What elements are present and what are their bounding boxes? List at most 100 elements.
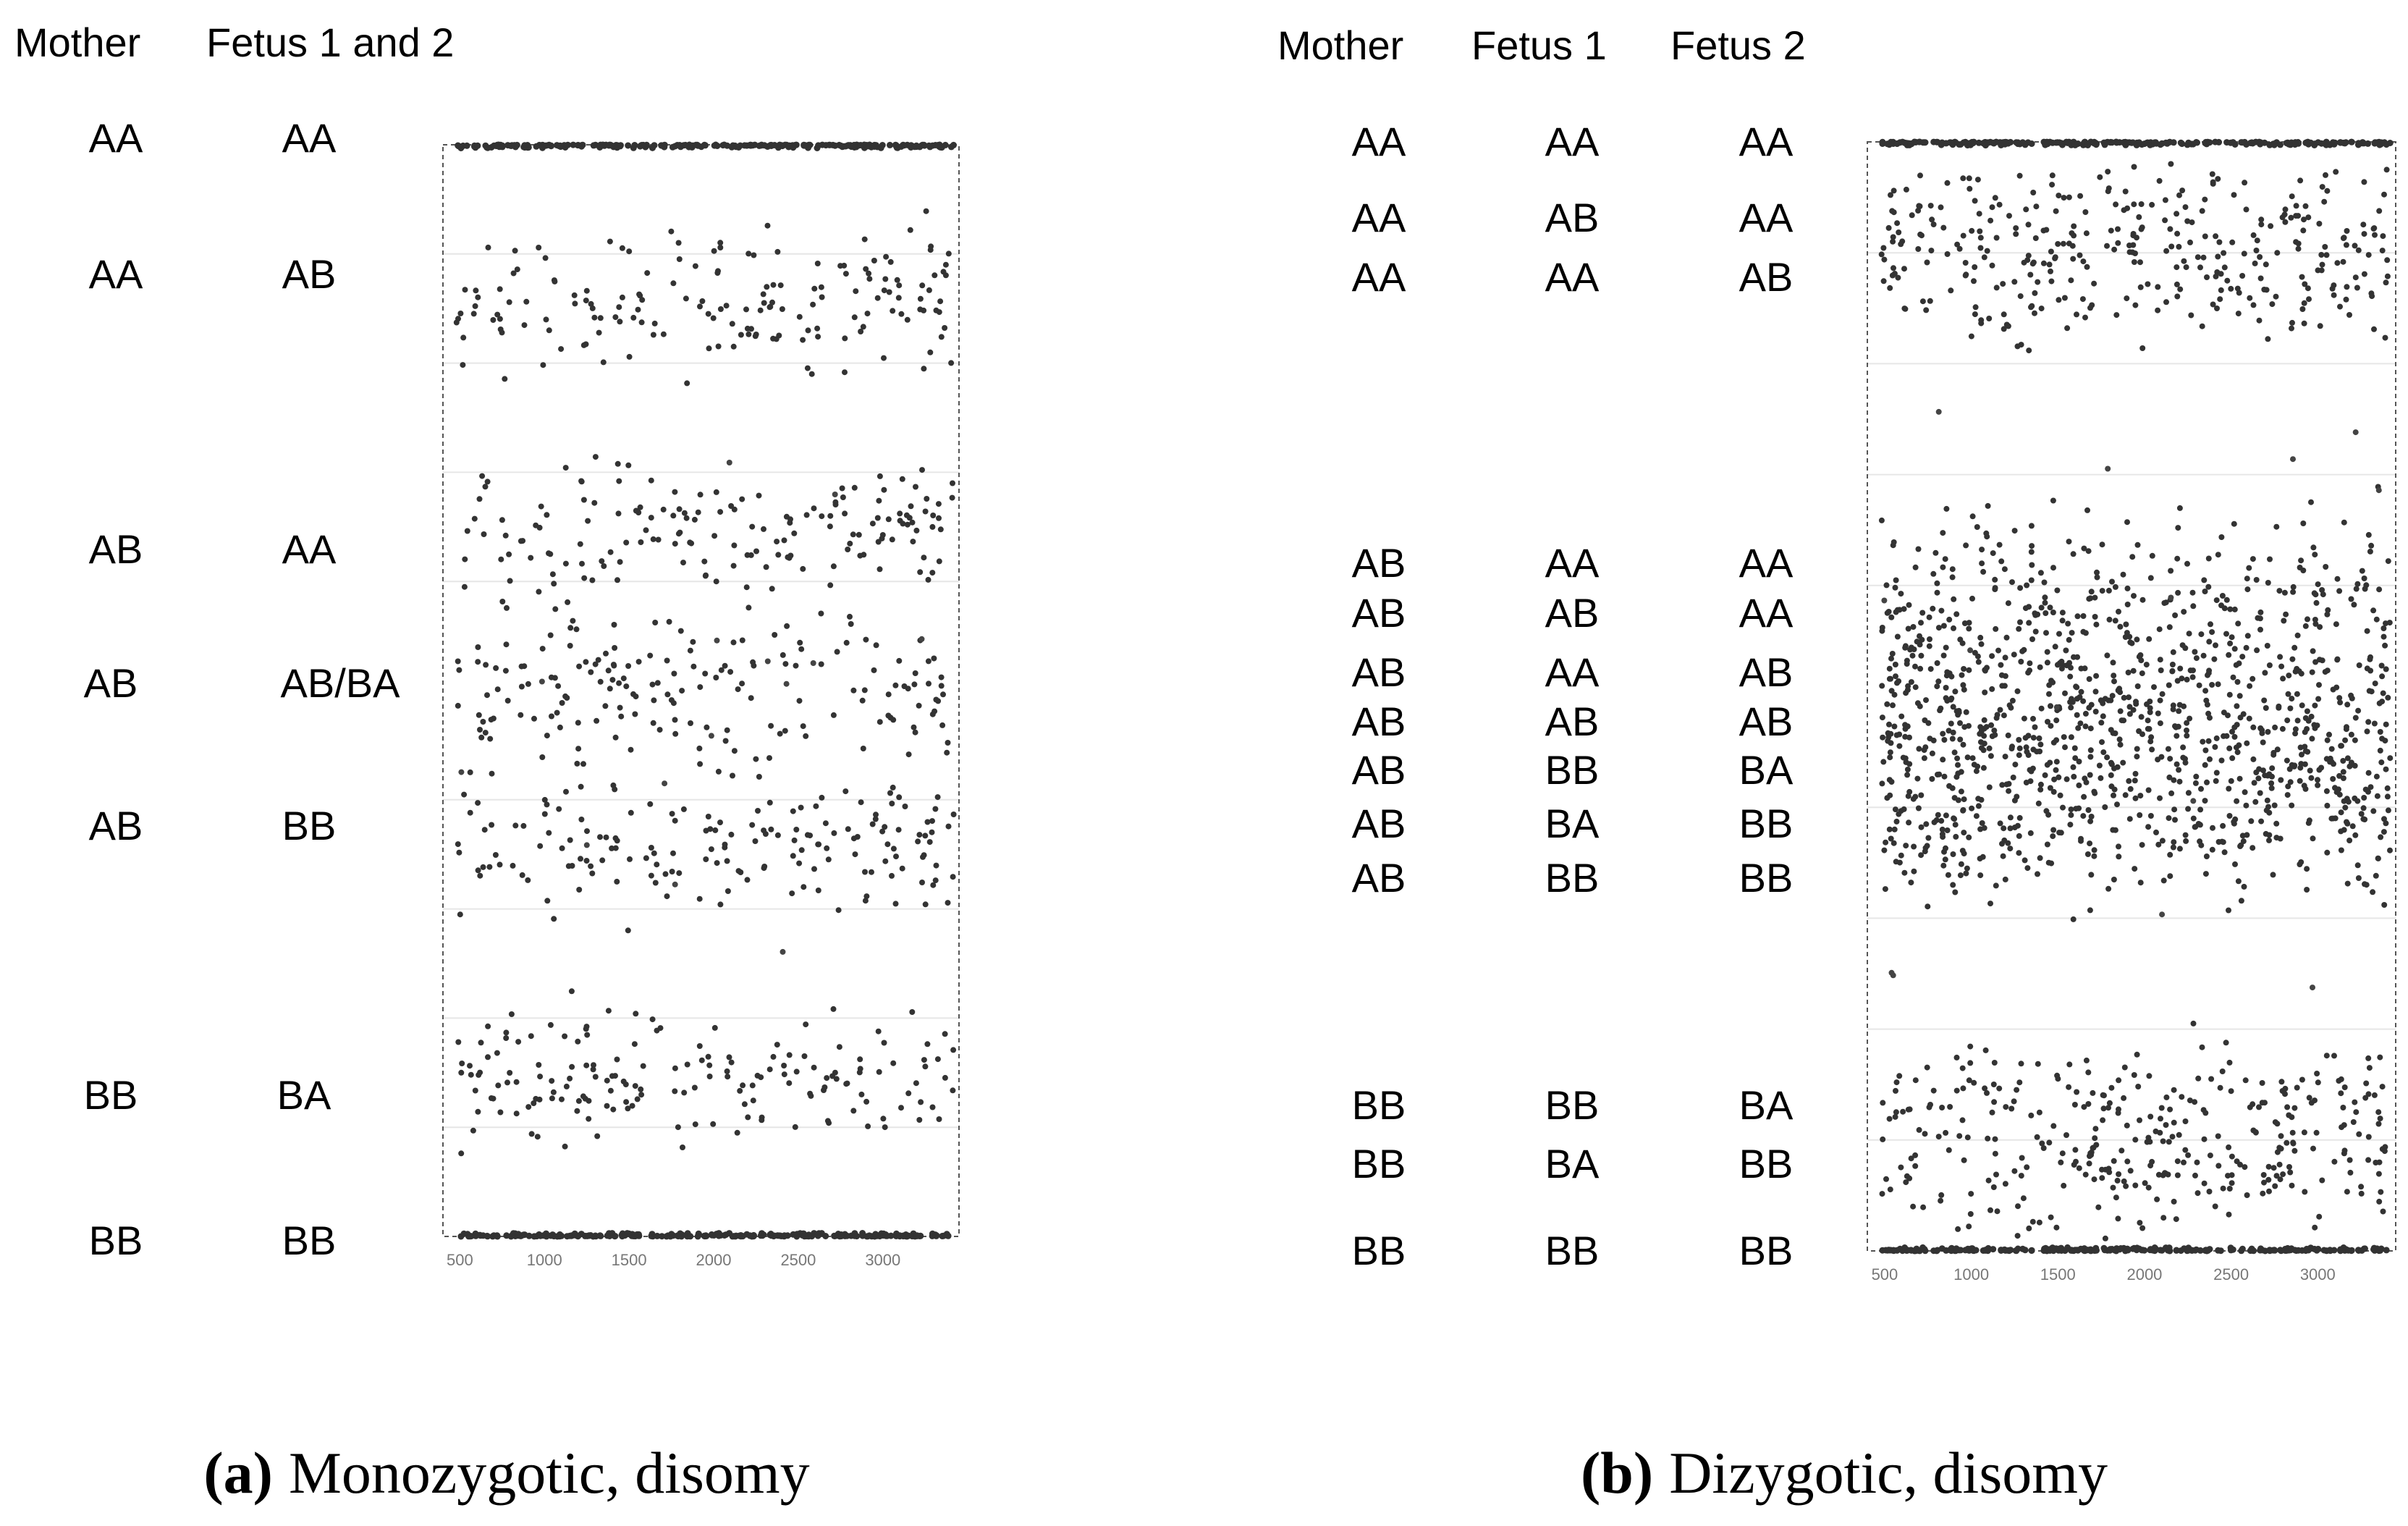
data-point: [900, 520, 906, 527]
data-point: [2320, 591, 2326, 598]
data-point: [2294, 632, 2301, 638]
data-point: [2285, 783, 2291, 790]
data-point: [2163, 1094, 2170, 1100]
data-point: [562, 1143, 568, 1150]
data-point: [934, 142, 942, 148]
data-point: [2338, 743, 2344, 749]
data-point: [950, 1047, 957, 1053]
data-point: [460, 362, 466, 368]
data-point: [2116, 608, 2121, 615]
data-point: [545, 141, 552, 148]
data-point: [2205, 738, 2212, 744]
data-point: [2049, 172, 2056, 179]
data-point: [1879, 628, 1885, 634]
data-point: [2137, 1220, 2143, 1226]
data-point: [2044, 762, 2050, 768]
data-point: [810, 660, 816, 666]
data-point: [753, 548, 759, 555]
panel-b-genotype-label: BB: [1545, 1082, 1600, 1128]
data-point: [850, 835, 857, 842]
data-point: [2355, 247, 2362, 253]
data-point: [2352, 737, 2358, 743]
data-point: [2063, 647, 2069, 654]
data-point: [2183, 264, 2189, 271]
data-point: [945, 740, 951, 746]
data-point: [744, 877, 751, 883]
data-point: [2385, 558, 2391, 565]
data-point: [1966, 667, 1972, 673]
data-point: [2273, 293, 2279, 300]
data-point: [612, 645, 618, 651]
data-point: [737, 1087, 743, 1094]
data-point: [499, 517, 505, 523]
data-point: [2331, 292, 2337, 298]
data-point: [858, 329, 864, 334]
data-point: [881, 1040, 887, 1046]
data-point: [2234, 285, 2241, 292]
data-point: [936, 515, 942, 521]
data-point: [2038, 705, 2045, 712]
data-point: [842, 369, 848, 376]
data-point: [2167, 873, 2173, 880]
data-point: [2105, 885, 2112, 892]
data-point: [2117, 708, 2124, 714]
data-point: [2124, 1122, 2130, 1129]
data-point: [1906, 819, 1912, 826]
data-point: [2063, 776, 2070, 783]
data-point: [2192, 649, 2198, 655]
data-point: [832, 142, 839, 149]
panel-b-genotype-label: AB: [1352, 855, 1406, 901]
data-point: [703, 1233, 710, 1239]
data-point: [2139, 731, 2145, 738]
data-point: [459, 1061, 465, 1066]
data-point: [1995, 647, 2001, 654]
data-point: [2134, 636, 2140, 643]
data-point: [1969, 755, 1976, 762]
data-point: [752, 333, 759, 340]
data-point: [2011, 279, 2018, 285]
panel-b-genotype-label: AB: [1352, 747, 1406, 793]
data-point: [648, 872, 654, 879]
data-point: [936, 309, 942, 316]
data-point: [2054, 1072, 2061, 1079]
data-point: [597, 834, 603, 840]
data-point: [913, 1080, 919, 1087]
data-point: [651, 850, 657, 856]
data-point: [874, 515, 881, 521]
data-point: [726, 1054, 732, 1061]
data-point: [847, 613, 853, 620]
data-point: [660, 506, 667, 513]
data-point: [485, 244, 491, 250]
data-point: [851, 1230, 858, 1237]
data-point: [2037, 664, 2043, 670]
data-point: [2182, 204, 2189, 211]
data-point: [1929, 776, 1935, 782]
data-point: [2346, 763, 2353, 770]
data-point: [1915, 246, 1922, 252]
data-point: [1901, 869, 1908, 876]
data-point: [1911, 843, 1917, 850]
panel-b-genotype-label: BB: [1545, 1228, 1600, 1273]
data-point: [1999, 683, 2006, 689]
data-point: [562, 465, 569, 471]
x-tick-label: 2000: [696, 1251, 732, 1269]
data-point: [2050, 833, 2056, 840]
data-point: [455, 1039, 462, 1045]
data-point: [1991, 728, 1998, 734]
data-point: [2238, 898, 2244, 904]
data-point: [1879, 140, 1886, 147]
data-point: [1878, 517, 1885, 523]
data-point: [628, 809, 634, 816]
data-point: [755, 808, 761, 814]
data-point: [1946, 616, 1953, 623]
data-point: [558, 346, 565, 353]
data-point: [1981, 825, 1987, 831]
data-point: [2234, 679, 2241, 685]
data-point: [2155, 841, 2162, 848]
data-point: [1940, 623, 1947, 629]
data-point: [2384, 257, 2391, 264]
data-point: [630, 314, 637, 321]
data-point: [552, 278, 558, 284]
data-point: [2176, 778, 2183, 785]
data-point: [683, 295, 689, 302]
